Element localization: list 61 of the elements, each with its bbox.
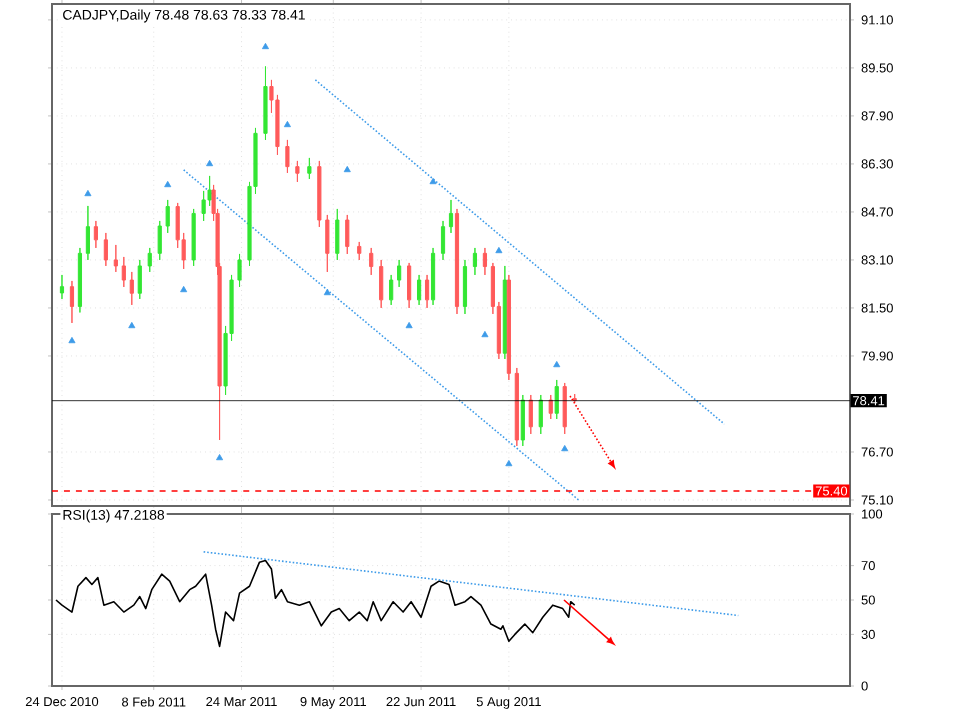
point: [68, 336, 76, 344]
candlestick: [554, 379, 559, 420]
candlestick: [407, 262, 412, 309]
candlestick: [548, 394, 553, 420]
candlestick: [357, 241, 362, 261]
candlestick: [520, 394, 525, 447]
point: [84, 189, 92, 197]
candlestick: [562, 382, 567, 435]
candlestick: [462, 259, 468, 315]
candlestick: [389, 274, 394, 306]
point: [323, 288, 331, 296]
candlestick: [502, 265, 507, 360]
candlestick: [103, 232, 108, 267]
candlestick: [137, 259, 142, 300]
point: [429, 177, 437, 185]
point: [495, 246, 503, 254]
candlestick: [440, 220, 446, 261]
point: [261, 42, 269, 50]
line-series: [55, 559, 576, 648]
candlestick: [307, 157, 312, 180]
candlestick: [528, 394, 533, 435]
point: [216, 454, 224, 461]
candlestick: [93, 220, 98, 249]
candlestick: [69, 280, 75, 324]
point: [164, 180, 172, 188]
candlestick: [430, 247, 436, 306]
candlestick: [59, 274, 65, 300]
candlestick: [514, 367, 519, 447]
candlestick: [379, 259, 384, 309]
candlestick: [113, 244, 118, 273]
candlestick: [482, 247, 488, 276]
candlestick: [77, 247, 83, 313]
candlestick: [448, 199, 454, 234]
candlestick: [345, 214, 350, 255]
point: [128, 321, 136, 329]
point: [505, 460, 513, 467]
point: [481, 330, 489, 338]
point: [553, 360, 561, 368]
candlestick: [335, 208, 340, 261]
point: [283, 120, 291, 128]
candlestick: [285, 139, 290, 174]
candlestick: [263, 65, 268, 141]
point: [405, 321, 413, 329]
candlestick: [454, 208, 460, 315]
candlestick: [397, 259, 402, 288]
candlestick: [295, 160, 300, 183]
candlestick: [472, 247, 478, 276]
point: [343, 165, 351, 173]
point: [561, 445, 569, 452]
candlestick: [191, 208, 196, 267]
point: [206, 159, 214, 167]
candlestick: [85, 205, 91, 261]
candlestick: [129, 271, 134, 306]
candlestick: [369, 247, 374, 276]
candlestick: [424, 274, 430, 309]
point: [180, 285, 188, 293]
candlestick: [506, 274, 511, 381]
candlestick: [416, 274, 422, 306]
candlestick: [538, 394, 543, 435]
candlestick: [121, 256, 126, 288]
candlestick: [147, 247, 152, 273]
